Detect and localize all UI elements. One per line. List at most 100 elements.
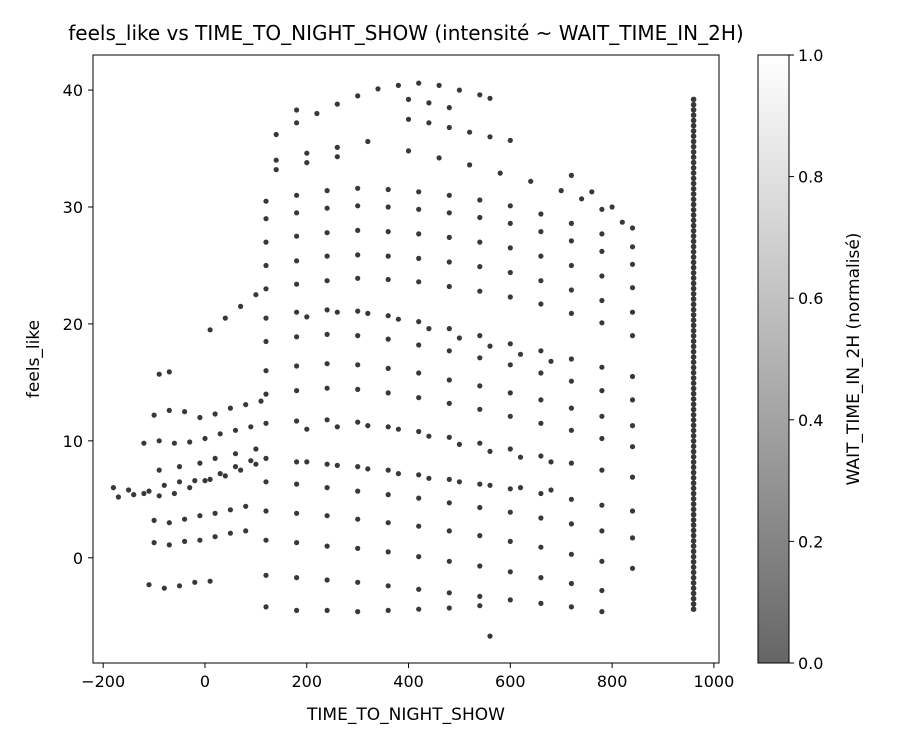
data-point: [166, 369, 172, 375]
data-point: [324, 485, 330, 491]
data-point: [507, 509, 513, 515]
data-point: [426, 100, 432, 106]
data-point: [416, 279, 422, 285]
data-point: [690, 338, 697, 345]
data-point: [258, 398, 264, 404]
data-point: [126, 487, 132, 493]
data-point: [507, 597, 513, 603]
data-point: [690, 222, 697, 229]
data-point: [182, 516, 188, 522]
data-point: [324, 607, 330, 614]
data-point: [243, 402, 249, 408]
data-point: [517, 351, 524, 357]
data-point: [416, 189, 422, 195]
data-point: [629, 565, 636, 571]
data-point: [517, 485, 524, 491]
data-point: [467, 162, 473, 168]
data-point: [385, 204, 391, 210]
plot-frame: [92, 54, 720, 664]
data-point: [629, 261, 636, 267]
data-point: [456, 87, 462, 93]
data-point: [538, 515, 544, 521]
data-point: [294, 334, 300, 340]
x-tick-label: 0: [200, 672, 210, 691]
data-point: [385, 365, 391, 371]
data-point: [294, 510, 300, 516]
data-point: [171, 490, 177, 497]
data-point: [599, 413, 605, 419]
data-point: [568, 551, 575, 557]
data-point: [690, 233, 697, 239]
data-point: [146, 582, 152, 588]
data-point: [207, 327, 213, 333]
data-point: [690, 385, 697, 392]
data-point: [446, 500, 452, 506]
data-point: [629, 309, 636, 315]
x-axis-label: TIME_TO_NIGHT_SHOW: [306, 705, 505, 725]
data-point: [690, 280, 697, 287]
data-point: [477, 533, 483, 539]
data-point: [227, 507, 233, 513]
data-point: [324, 278, 330, 284]
data-point: [395, 82, 401, 88]
x-tick-label: 400: [393, 672, 424, 691]
data-point: [263, 216, 269, 222]
data-point: [182, 409, 188, 415]
data-point: [355, 579, 361, 585]
data-point: [690, 574, 697, 581]
data-point: [385, 583, 391, 589]
data-point: [416, 472, 422, 478]
data-point: [217, 431, 223, 437]
data-point: [294, 388, 300, 394]
data-point: [538, 253, 544, 259]
data-point: [538, 575, 544, 581]
data-point: [690, 501, 697, 507]
data-point: [446, 348, 452, 354]
data-point: [232, 427, 239, 433]
data-point: [355, 488, 361, 494]
data-point: [690, 312, 697, 318]
data-point: [538, 301, 544, 307]
data-point: [568, 378, 575, 384]
data-point: [416, 255, 422, 261]
data-point: [629, 285, 636, 291]
data-point: [690, 375, 697, 381]
data-point: [324, 205, 330, 211]
data-point: [334, 101, 340, 107]
y-axis: 0 10 20 30 40: [63, 81, 93, 568]
data-point: [294, 192, 300, 198]
data-point: [599, 388, 605, 394]
data-point: [334, 309, 340, 315]
data-point: [507, 269, 513, 276]
data-point: [690, 390, 697, 397]
data-point: [690, 322, 697, 329]
data-point: [446, 590, 452, 596]
data-point: [477, 406, 483, 412]
data-point: [690, 364, 697, 371]
data-point: [263, 368, 269, 374]
data-point: [304, 426, 310, 432]
data-point: [690, 348, 697, 355]
data-point: [151, 517, 157, 524]
data-point: [690, 133, 697, 139]
data-point: [629, 535, 636, 541]
data-point: [294, 258, 300, 264]
data-point: [690, 285, 697, 292]
data-point: [355, 419, 361, 425]
data-point: [507, 137, 513, 143]
y-tick-label: 0: [73, 549, 83, 568]
data-point: [548, 487, 554, 493]
data-point: [207, 476, 213, 482]
data-point: [416, 80, 422, 86]
data-point: [416, 586, 422, 592]
colorbar-tick-label: 0.0: [798, 654, 823, 673]
data-point: [507, 220, 513, 226]
data-point: [416, 495, 422, 501]
data-point: [629, 333, 636, 339]
data-point: [690, 165, 697, 171]
data-point: [365, 423, 371, 429]
data-point: [405, 96, 412, 102]
data-point: [690, 606, 697, 612]
data-point: [690, 259, 697, 266]
data-point: [568, 356, 575, 362]
